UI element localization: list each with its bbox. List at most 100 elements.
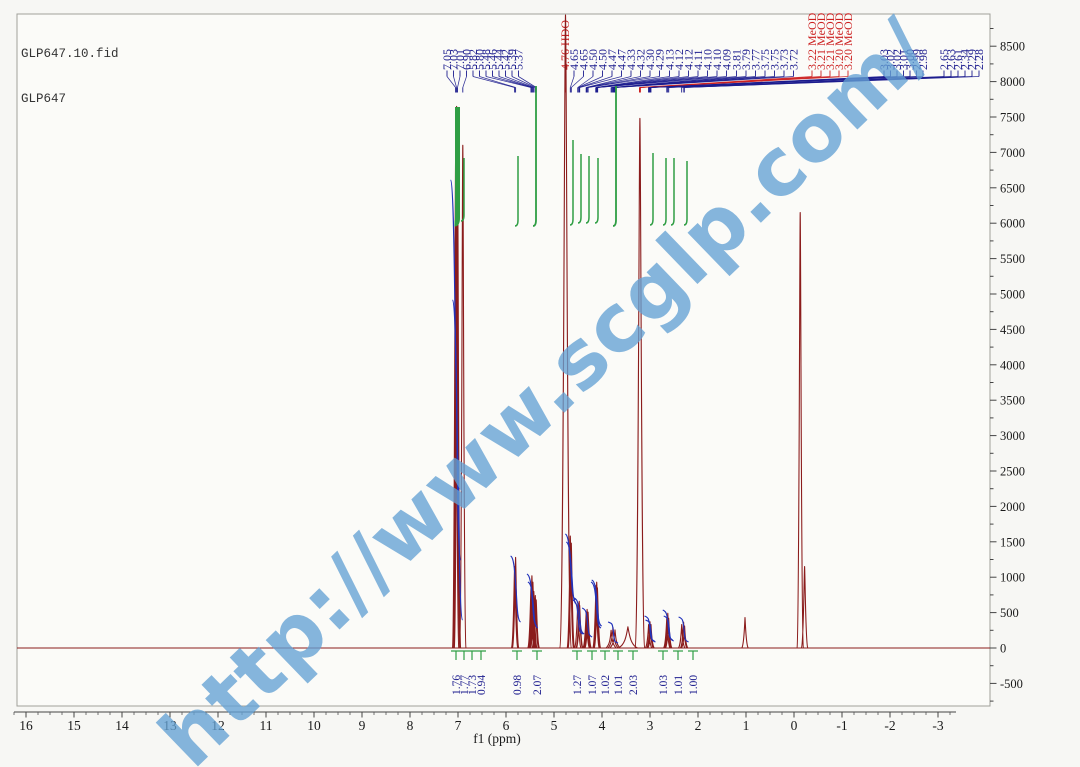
peak-label: 5.82: [466, 49, 480, 70]
integral-curve: [663, 615, 674, 642]
peak-label: 2.29: [965, 49, 979, 70]
y-axis-tick-label: 2500: [1000, 465, 1025, 479]
peak-label-leader: [446, 76, 456, 88]
y-axis-tick-label: 500: [1000, 606, 1019, 620]
peak-label: 3.21 MeOD: [823, 12, 837, 70]
peak-label: 3.01: [897, 49, 911, 70]
integral-label: 1.01: [613, 675, 625, 695]
peak-label: 3.75: [768, 49, 782, 70]
peak-label: 5.37: [512, 49, 526, 70]
peak-label-leader: [588, 76, 660, 88]
integral-label: 2.07: [532, 675, 544, 695]
peak-label-leader: [586, 76, 641, 88]
peak-label-leader: [472, 76, 515, 88]
y-axis-tick-label: 8500: [1000, 40, 1025, 54]
peak-label: 5.44: [492, 49, 506, 70]
y-axis-tick-label: 8000: [1000, 75, 1025, 89]
y-axis-tick-label: 7500: [1000, 111, 1025, 125]
multiplet-marker: [577, 154, 582, 224]
peak-label: 5.39: [505, 49, 519, 70]
multiplet-marker: [594, 158, 599, 224]
peak-label-leader: [453, 76, 457, 88]
peak-label: 4.10: [710, 49, 724, 70]
y-axis-tick-label: 1500: [1000, 535, 1025, 549]
x-axis-tick-label: 13: [163, 718, 177, 733]
x-axis-tick-label: -3: [932, 718, 943, 733]
multiplet-marker: [662, 158, 667, 226]
multiplet-marker: [683, 161, 688, 226]
peak-label: 4.11: [691, 49, 705, 70]
peak-label: 3.81: [730, 49, 744, 70]
peak-label-leader: [615, 76, 794, 88]
integral-label: 2.03: [628, 675, 640, 695]
x-axis-tick-label: 3: [647, 718, 654, 733]
x-axis-tick-label: 14: [115, 718, 129, 733]
peak-label: 3.20 MeOD: [832, 12, 846, 70]
integral-curve: [527, 581, 539, 629]
integral-curve: [590, 581, 602, 629]
peak-label: 3.73: [777, 49, 791, 70]
peak-label-leader: [640, 76, 849, 88]
peak-label: 4.09: [720, 49, 734, 70]
peak-label: 4.12: [672, 49, 686, 70]
peak-label: 3.22 MeOD: [805, 12, 819, 70]
integral-curve: [510, 555, 522, 623]
multiplet-marker: [670, 158, 675, 226]
x-axis-tick-label: 15: [67, 718, 81, 733]
integral-curve: [581, 607, 593, 638]
y-axis-tick-label: 5000: [1000, 288, 1025, 302]
peak-label-leader: [485, 76, 532, 88]
peak-label: 2.61: [951, 49, 965, 70]
peak-label: 4.10: [701, 49, 715, 70]
integral-label: 1.73: [467, 675, 479, 695]
multiplet-marker: [460, 158, 465, 222]
multiplet-marker: [612, 86, 617, 227]
y-axis-tick-label: 3500: [1000, 394, 1025, 408]
x-axis-tick-label: 7: [455, 718, 462, 733]
peak-label-leader: [518, 76, 537, 88]
x-axis-tick-label: 10: [307, 718, 321, 733]
sample-label: GLP647: [21, 92, 67, 106]
integral-curve: [645, 619, 656, 643]
y-axis-tick-label: 4000: [1000, 358, 1025, 372]
integral-curve: [572, 599, 584, 635]
peak-label: 5.42: [499, 49, 513, 70]
peak-label: 3.77: [749, 49, 763, 70]
x-axis-tick-label: 4: [599, 718, 606, 733]
integral-label: 1.27: [572, 675, 584, 695]
peak-label: 3.00: [903, 49, 917, 70]
peak-label-leader: [586, 76, 632, 88]
peak-label: 5.46: [486, 49, 500, 70]
peak-label: 4.33: [624, 49, 638, 70]
x-axis-tick-label: -1: [836, 718, 847, 733]
x-axis-tick-label: 5: [551, 718, 558, 733]
integral-label: 0.98: [512, 675, 524, 695]
multiplet-marker: [454, 107, 460, 227]
y-axis-tick-label: 5500: [1000, 252, 1025, 266]
multiplet-marker: [569, 140, 574, 226]
peak-label-leader: [505, 76, 534, 88]
integral-label: 1.01: [673, 675, 685, 695]
y-axis-tick-label: 2000: [1000, 500, 1025, 514]
integral-label: 1.03: [658, 675, 670, 695]
peak-label: 4.13: [663, 49, 677, 70]
x-axis-tick-label: 2: [695, 718, 702, 733]
peak-label: 3.75: [758, 49, 772, 70]
peak-label-leader: [462, 76, 467, 88]
y-axis-tick-label: 4500: [1000, 323, 1025, 337]
multiplet-marker: [585, 156, 590, 224]
peak-label: 3.02: [890, 49, 904, 70]
peak-label: 4.30: [643, 49, 657, 70]
peak-label: 4.32: [634, 49, 648, 70]
peak-label: 4.50: [596, 49, 610, 70]
peak-label: 2.98: [916, 49, 930, 70]
y-axis-tick-label: 7000: [1000, 146, 1025, 160]
peak-label: 5.80: [473, 49, 487, 70]
peak-label: 3.20 MeOD: [841, 12, 855, 70]
multiplet-marker: [532, 86, 537, 227]
x-axis-tick-label: 12: [211, 718, 225, 733]
peak-label: 3.21 MeOD: [814, 12, 828, 70]
peak-label-leader: [579, 76, 613, 88]
